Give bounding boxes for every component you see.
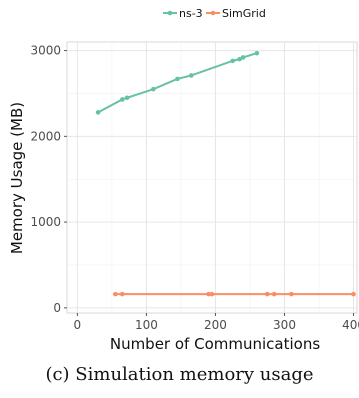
series-simgrid [113, 291, 356, 297]
plot-panel [66, 41, 358, 314]
data-point [119, 97, 125, 102]
x-tick-label: 0 [74, 318, 82, 332]
data-point [240, 55, 246, 60]
data-point [264, 291, 270, 297]
data-point [289, 291, 294, 297]
x-tick-label: 200 [204, 318, 227, 332]
data-point [151, 86, 156, 92]
data-point [206, 291, 211, 297]
data-point [271, 291, 277, 297]
x-tick-label: 300 [273, 318, 296, 332]
legend-item: ns-3 [163, 7, 203, 20]
legend-label: ns-3 [179, 7, 203, 20]
data-point [175, 76, 180, 82]
data-point [95, 110, 101, 115]
y-tick-label: 1000 [30, 215, 61, 229]
legend-label: SimGrid [222, 7, 266, 20]
figure-caption: (c) Simulation memory usage [45, 364, 314, 385]
data-point [230, 58, 236, 64]
data-point [124, 95, 130, 101]
y-axis-ticks: 0 1000 2000 3000 [30, 44, 67, 315]
y-axis-label: Memory Usage (MB) [8, 102, 26, 254]
series-layer [95, 50, 356, 297]
series-ns-3 [95, 50, 260, 115]
data-point [119, 291, 125, 297]
x-axis-label: Number of Communications [110, 335, 320, 353]
y-tick-label: 0 [53, 301, 61, 315]
y-tick-label: 3000 [30, 44, 61, 58]
data-point [188, 73, 194, 78]
legend-item: SimGrid [206, 7, 266, 20]
data-point [237, 56, 242, 62]
legend-key-point [167, 10, 173, 16]
x-axis-ticks: 0 100 200 300 400 [74, 313, 359, 332]
data-point [113, 291, 118, 297]
legend-key-point [210, 10, 216, 16]
x-tick-label: 100 [135, 318, 158, 332]
data-point [351, 291, 356, 297]
data-point [254, 50, 260, 56]
x-tick-label: 400 [342, 318, 359, 332]
data-point [209, 291, 215, 297]
legend: ns-3 SimGrid [163, 7, 266, 20]
y-tick-label: 2000 [30, 129, 61, 143]
grid-lines [67, 42, 357, 313]
